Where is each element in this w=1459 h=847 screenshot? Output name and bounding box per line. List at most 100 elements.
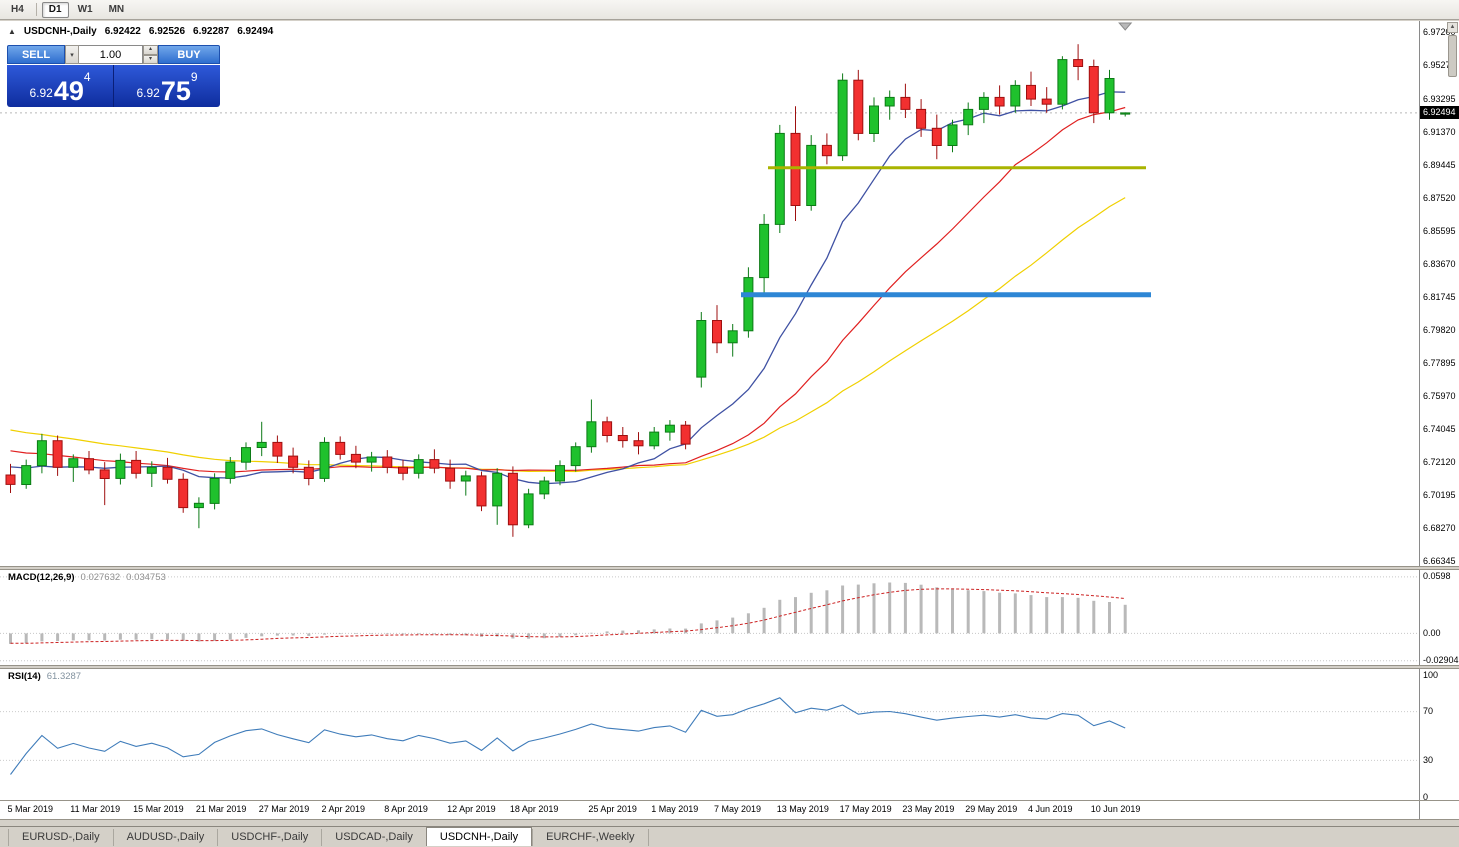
time-axis-label: 29 May 2019	[965, 804, 1018, 814]
time-axis-label: 23 May 2019	[902, 804, 955, 814]
volume-stepper: ▴ ▾	[143, 45, 158, 64]
sell-button[interactable]: SELL	[7, 45, 65, 64]
current-price-badge: 6.92494	[1420, 106, 1459, 120]
time-axis-label: 18 Apr 2019	[509, 804, 559, 814]
macd-main-value: 0.027632	[80, 572, 121, 583]
sell-price-main: 49	[53, 76, 84, 106]
price-scale-divider	[1419, 21, 1420, 819]
time-axis-label: 27 Mar 2019	[258, 804, 310, 814]
time-axis-label: 13 May 2019	[776, 804, 829, 814]
rsi-title-line: RSI(14) 61.3287	[8, 671, 81, 682]
chart-tabs-bar: EURUSD-,Daily AUDUSD-,Daily USDCHF-,Daily U…	[0, 826, 1459, 846]
ohlc-low: 6.92287	[193, 26, 230, 37]
rsi-value: 61.3287	[46, 671, 82, 682]
timeframe-button-d1[interactable]: D1	[41, 1, 69, 18]
macd-signal-line	[10, 588, 1126, 644]
time-axis-label: 21 Mar 2019	[195, 804, 247, 814]
time-axis-label: 15 Mar 2019	[133, 804, 184, 814]
price-axis-label: 6.95275	[1423, 59, 1456, 70]
buy-price-sup: 9	[190, 70, 198, 84]
price-axis-label: 6.89445	[1423, 159, 1456, 170]
price-axis-label: 6.68270	[1423, 523, 1456, 534]
time-axis-label: 1 May 2019	[651, 804, 699, 814]
timeframe-button-w1[interactable]: W1	[71, 2, 100, 18]
timeframe-button-h4[interactable]: H4	[4, 2, 31, 18]
window-bottom-strip	[0, 819, 1459, 826]
timeframe-toolbar: H4 D1 W1 MN	[0, 0, 1459, 20]
chevron-down-icon: ▾	[70, 51, 74, 59]
ma-mid-line	[10, 106, 1126, 473]
rsi-indicator-chart[interactable]	[0, 669, 1419, 800]
toolbar-divider	[35, 3, 37, 16]
rsi-axis-label: 30	[1423, 754, 1434, 765]
chart-shift-marker-icon[interactable]	[1118, 22, 1133, 31]
time-axis[interactable]: 5 Mar 2019 11 Mar 2019 15 Mar 2019 21 Mar 2…	[0, 801, 1419, 819]
timeframe-button-mn[interactable]: MN	[102, 2, 132, 18]
time-axis-label: 2 Apr 2019	[321, 804, 366, 814]
scrollbar-thumb[interactable]	[1448, 35, 1457, 77]
macd-axis-label: 0.0598	[1423, 571, 1451, 582]
volume-decrease-button[interactable]: ▾	[143, 54, 158, 64]
price-axis-label: 6.75970	[1423, 391, 1456, 402]
time-axis-label: 11 Mar 2019	[70, 804, 121, 814]
chart-vertical-scrollbar[interactable]: ▲	[1447, 22, 1458, 77]
time-axis-label: 25 Apr 2019	[588, 804, 637, 814]
macd-histogram	[9, 582, 1127, 644]
price-axis-label: 6.70195	[1423, 490, 1456, 501]
rsi-title: RSI(14)	[8, 671, 41, 682]
candles-series	[5, 44, 1131, 537]
tab-eurusd-daily[interactable]: EURUSD-,Daily	[8, 829, 113, 846]
triangle-up-icon: ▴	[148, 46, 152, 53]
sell-price-prefix: 6.92	[29, 86, 53, 100]
tab-usdcnh-daily[interactable]: USDCNH-,Daily	[425, 827, 533, 846]
buy-price-display[interactable]: 6.92 75 9	[114, 65, 220, 107]
ma-fast-line	[10, 91, 1126, 485]
rsi-axis-label: 0	[1423, 791, 1429, 802]
triangle-up-icon: ▲	[1449, 24, 1456, 30]
macd-axis-label: 0.00	[1423, 627, 1441, 638]
chart-background	[0, 21, 1459, 819]
sell-price-display[interactable]: 6.92 49 4	[7, 65, 114, 107]
scroll-up-button[interactable]: ▲	[1447, 22, 1458, 33]
price-axis-label: 6.72120	[1423, 457, 1456, 468]
time-axis-label: 4 Jun 2019	[1028, 804, 1073, 814]
price-axis-label: 6.83670	[1423, 258, 1456, 269]
candlestick-chart[interactable]	[0, 21, 1419, 566]
volume-options-button[interactable]: ▾	[65, 45, 79, 64]
time-axis-label: 8 Apr 2019	[384, 804, 428, 814]
macd-title-line: MACD(12,26,9) 0.027632 0.034753	[8, 572, 166, 583]
price-axis[interactable]: 6.92494 6.97200 6.95275 6.93295 6.91370 6.89…	[1420, 0, 1459, 846]
ma-slow-line	[10, 197, 1126, 473]
trade-panel-controls: SELL ▾ ▴ ▾ BUY	[7, 45, 220, 64]
tab-usdchf-daily[interactable]: USDCHF-,Daily	[217, 829, 321, 846]
time-axis-label: 17 May 2019	[839, 804, 892, 814]
panel-splitter[interactable]	[0, 566, 1459, 570]
panel-splitter[interactable]	[0, 665, 1459, 669]
price-axis-label: 6.79820	[1423, 325, 1456, 335]
buy-button[interactable]: BUY	[158, 45, 220, 64]
price-axis-label: 6.77895	[1423, 358, 1456, 368]
price-axis-label: 6.93295	[1423, 93, 1456, 104]
price-axis-label: 6.85595	[1423, 225, 1456, 236]
rsi-line	[10, 697, 1126, 775]
price-axis-label: 6.91370	[1423, 126, 1456, 137]
time-axis-label: 12 Apr 2019	[447, 804, 496, 814]
price-axis-label: 6.74045	[1423, 424, 1456, 435]
macd-indicator-chart[interactable]	[0, 570, 1419, 665]
tab-usdcad-daily[interactable]: USDCAD-,Daily	[321, 829, 426, 846]
tab-eurchf-weekly[interactable]: EURCHF-,Weekly	[532, 829, 649, 846]
time-axis-label: 7 May 2019	[714, 804, 762, 814]
tab-audusd-daily[interactable]: AUDUSD-,Daily	[112, 829, 218, 846]
one-click-collapse-icon[interactable]: ▲	[8, 27, 16, 36]
price-axis-label: 6.81745	[1423, 291, 1456, 302]
buy-price-prefix: 6.92	[136, 86, 160, 100]
ohlc-high: 6.92526	[148, 26, 186, 37]
volume-input[interactable]	[79, 45, 143, 64]
time-axis-divider	[0, 800, 1459, 801]
macd-axis-label: -0.02904	[1423, 655, 1459, 666]
volume-increase-button[interactable]: ▴	[143, 45, 158, 55]
chart-info-line: ▲ USDCNH-,Daily 6.92422 6.92526 6.92287 …	[8, 26, 273, 37]
sell-price-sup: 4	[83, 70, 91, 84]
